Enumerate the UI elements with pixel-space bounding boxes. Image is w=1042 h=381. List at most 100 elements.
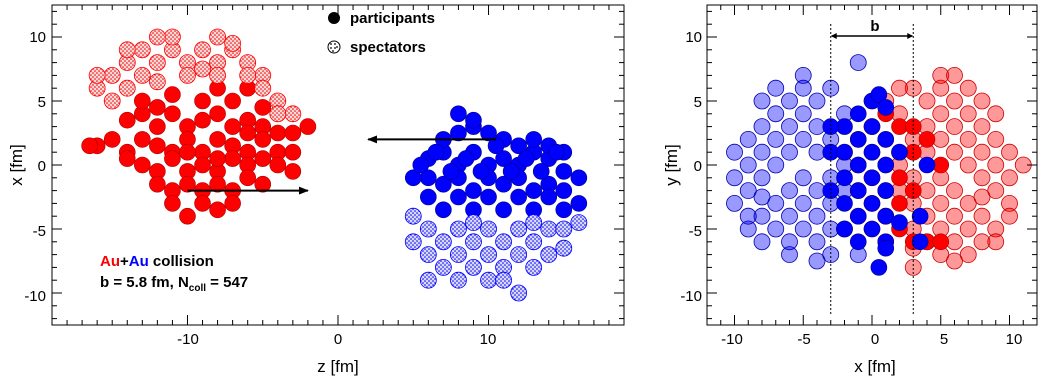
- right-nucleon-point: [959, 130, 977, 148]
- left-nucleon-point: [224, 150, 241, 167]
- left-ticks-layer: [51, 5, 625, 325]
- legend-spectators-marker: [327, 40, 341, 54]
- right-nucleon-point: [973, 169, 991, 187]
- right-points-layer: [726, 54, 1032, 276]
- right-x-axis-label: x [fm]: [854, 357, 896, 376]
- left-nucleon-point: [164, 28, 181, 46]
- left-nucleon-point: [525, 131, 542, 148]
- left-nucleon-point: [81, 137, 98, 155]
- left-nucleon-point: [465, 214, 482, 232]
- impact-parameter-arrowhead-left: [830, 33, 837, 39]
- left-nucleon-point: [239, 124, 256, 142]
- left-nucleon-point: [88, 67, 106, 84]
- left-nucleon-point: [133, 41, 151, 59]
- right-nucleon-point: [808, 233, 826, 251]
- right-nucleon-point: [891, 214, 908, 231]
- right-nucleon-point: [987, 130, 1005, 148]
- right-nucleon-point: [877, 156, 895, 174]
- right-nucleon-point: [794, 105, 812, 123]
- right-nucleon-point: [849, 156, 867, 174]
- right-nucleon-point: [836, 195, 853, 212]
- left-nucleon-point: [179, 175, 196, 193]
- right-xtick-4: 5: [940, 331, 948, 348]
- right-nucleon-point: [918, 131, 936, 148]
- left-nucleon-point: [404, 169, 422, 187]
- right-nucleon-point: [863, 220, 881, 238]
- right-nucleon-point: [918, 92, 936, 110]
- left-nucleon-point: [299, 118, 317, 135]
- left-nucleon-point: [570, 195, 588, 212]
- legend-participants-marker: [328, 12, 340, 24]
- left-nucleon-point: [450, 220, 467, 238]
- right-nucleon-point: [959, 105, 977, 123]
- right-nucleon-point: [767, 194, 785, 212]
- right-nucleon-point: [753, 169, 771, 187]
- right-y-axis-label: y [fm]: [662, 144, 681, 186]
- left-nucleon-point: [164, 195, 181, 212]
- left-nucleon-point: [555, 201, 573, 219]
- left-nucleon-point: [194, 41, 211, 59]
- nucleus-b: Au: [129, 253, 149, 270]
- left-nucleon-point: [547, 143, 565, 161]
- left-nucleon-point: [134, 92, 151, 110]
- left-y-axis-label: x [fm]: [7, 144, 26, 186]
- left-nucleon-point: [194, 92, 211, 110]
- right-nucleon-point: [973, 233, 991, 251]
- right-ytick-5: 10: [685, 29, 702, 46]
- left-nucleon-point: [555, 163, 573, 180]
- right-nucleon-point: [870, 86, 888, 103]
- left-nucleon-point: [404, 233, 422, 251]
- right-nucleon-point: [959, 79, 977, 97]
- left-nucleon-point: [194, 111, 211, 129]
- right-nucleon-point: [849, 131, 867, 148]
- left-nucleon-point: [239, 169, 256, 187]
- left-nucleon-point: [419, 220, 437, 238]
- right-nucleon-point: [946, 92, 963, 110]
- right-nucleon-point: [794, 169, 812, 187]
- right-ticks-layer: [706, 5, 1038, 325]
- left-nucleon-point: [209, 131, 226, 148]
- left-nucleon-point: [480, 220, 497, 238]
- left-nucleon-point: [540, 220, 558, 238]
- left-nucleon-point: [148, 54, 166, 71]
- right-nucleon-point: [877, 207, 895, 225]
- left-nucleon-point: [419, 271, 437, 289]
- right-nucleon-point: [946, 252, 963, 270]
- left-ytick-5: 10: [29, 29, 46, 46]
- right-nucleon-point: [904, 182, 922, 199]
- right-panel: b -10 -5 0 5 10 -10 -5 0 5 10 x [fm] y […: [662, 4, 1038, 376]
- right-nucleon-point: [863, 118, 881, 135]
- right-nucleon-point: [767, 130, 785, 148]
- left-nucleon-point: [194, 195, 211, 212]
- left-nucleon-point: [269, 105, 287, 123]
- left-nucleon-point: [450, 271, 467, 289]
- left-nucleon-point: [284, 124, 302, 142]
- left-nucleon-point: [179, 67, 196, 84]
- impact-parameter-label: b: [870, 18, 879, 35]
- left-nucleon-point: [487, 137, 505, 155]
- right-nucleon-point: [959, 220, 977, 238]
- left-ytick-1: -10: [24, 288, 46, 305]
- right-nucleon-point: [959, 194, 977, 212]
- right-nucleon-point: [973, 118, 991, 135]
- legend-participants-label: participants: [350, 10, 435, 27]
- left-nucleon-point: [434, 258, 452, 276]
- right-nucleon-point: [822, 118, 840, 135]
- right-nucleon-point: [1001, 194, 1018, 212]
- left-nucleon-point: [254, 79, 272, 97]
- left-nucleon-point: [465, 111, 482, 129]
- left-nucleon-point: [254, 99, 272, 116]
- right-nucleon-point: [891, 195, 908, 212]
- left-nucleon-point: [118, 111, 136, 129]
- impact-parameter-arrowhead-right: [907, 33, 914, 39]
- right-nucleon-point: [753, 233, 771, 251]
- left-nucleon-point: [465, 233, 482, 251]
- left-nucleon-point: [465, 182, 482, 199]
- left-nucleon-point: [480, 271, 497, 289]
- left-nucleon-point: [517, 150, 535, 167]
- left-nucleon-point: [495, 150, 512, 167]
- right-nucleon-point: [932, 233, 950, 251]
- left-nucleon-point: [209, 201, 226, 219]
- right-nucleon-point: [726, 143, 743, 161]
- left-nucleon-point: [269, 124, 287, 142]
